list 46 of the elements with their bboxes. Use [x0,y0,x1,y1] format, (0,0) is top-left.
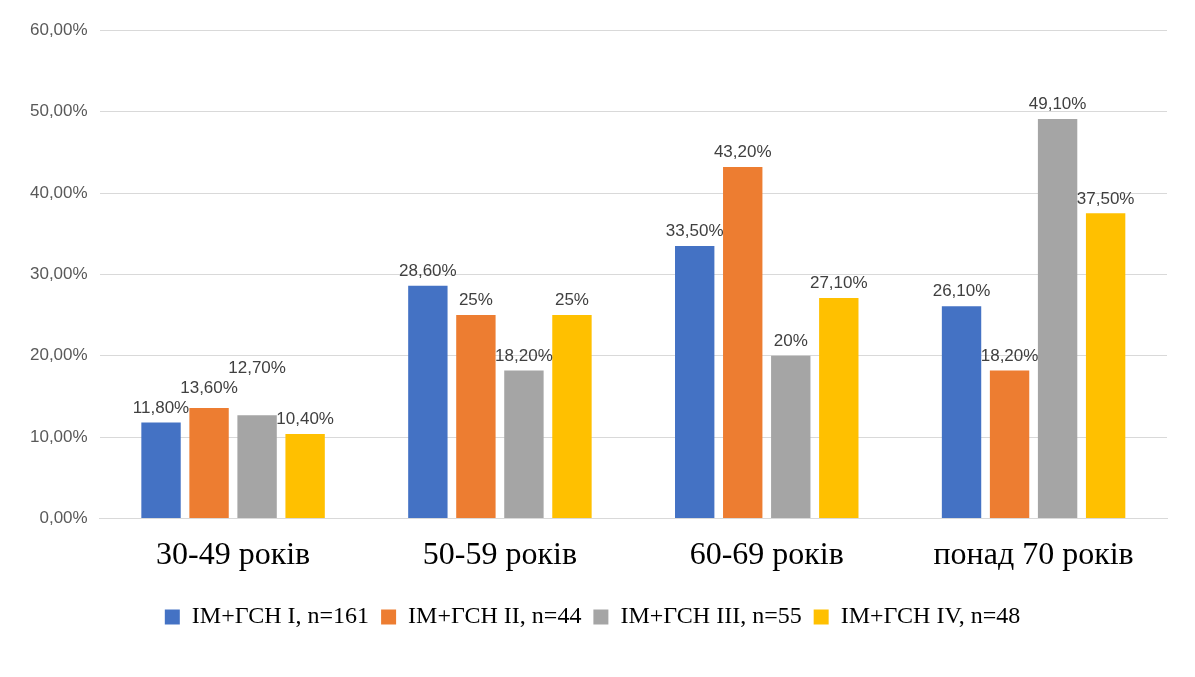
y-tick-label: 30,00% [29,264,88,284]
legend-label: ІМ+ГСН II, n=44 [408,602,582,629]
bar [771,355,811,519]
y-tick-label: 40,00% [29,182,88,202]
bar [141,422,181,519]
data-label: 18,20% [980,345,1039,365]
legend-label: ІМ+ГСН IV, n=48 [840,602,1021,629]
y-tick-label: 60,00% [29,19,88,39]
data-label: 33,50% [665,221,724,241]
bar [723,166,763,519]
data-label: 25% [458,290,493,310]
y-tick-label: 10,00% [29,426,88,446]
bar [456,315,496,519]
bar [819,298,859,519]
bar [552,315,592,519]
legend-label: ІМ+ГСН III, n=55 [620,602,802,629]
bar [237,415,277,519]
data-label: 25% [554,290,589,310]
data-label: 28,60% [399,260,457,280]
data-label: 12,70% [228,357,286,377]
y-tick-label: 50,00% [29,101,88,121]
bar [941,306,982,519]
bar [285,433,325,519]
x-tick-label: 50-59 років [422,535,578,572]
data-label: 20% [773,330,808,350]
data-label: 11,80% [132,397,190,417]
bar [675,245,715,519]
bar [1085,213,1126,519]
data-label: 27,10% [809,273,868,293]
bar [989,370,1030,519]
legend-label: ІМ+ГСН I, n=161 [191,602,370,629]
bar [408,285,448,519]
x-tick-label: 60-69 років [689,535,844,572]
data-label: 26,10% [932,281,991,301]
bar [189,407,229,519]
bar [504,370,544,519]
x-tick-label: понад 70 років [933,535,1134,572]
data-label: 43,20% [713,142,772,162]
data-label: 37,50% [1076,188,1135,208]
data-label: 49,10% [1028,94,1087,114]
bar [1037,118,1078,519]
data-label: 13,60% [180,377,238,397]
data-label: 10,40% [276,409,334,429]
x-tick-label: 30-49 років [155,535,311,572]
y-tick-label: 20,00% [29,345,88,365]
y-tick-label: 0,00% [39,508,88,528]
